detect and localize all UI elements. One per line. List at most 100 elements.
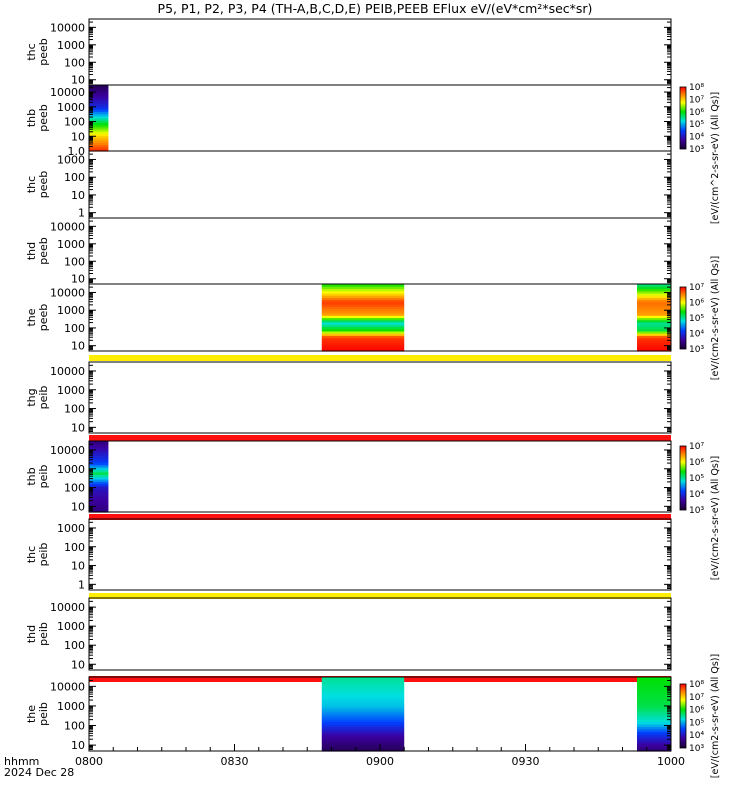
y-tick-label: 10 [71, 500, 85, 513]
spectrogram-cell [637, 738, 671, 742]
spectrogram-cell [321, 324, 405, 327]
spectrogram-cell [637, 346, 671, 350]
colorbar-scale [679, 86, 687, 150]
spectrogram-cell [321, 738, 405, 742]
spectrogram-cell [321, 718, 405, 722]
y-tick-label: 10000 [50, 220, 85, 233]
spectrogram-cell [637, 306, 671, 310]
colorbar-scale [679, 286, 687, 350]
spectrogram-cell [321, 330, 405, 334]
y-tick-label: 1000 [57, 620, 85, 633]
spectrogram-cell [321, 308, 405, 312]
spectrogram-cell [321, 746, 405, 750]
spectrogram-cell [637, 689, 671, 693]
spectrogram-cell [637, 290, 671, 294]
spectrogram-cell [89, 100, 109, 104]
spectrogram-cell [89, 118, 109, 121]
spectrogram-cell [321, 286, 405, 289]
spectrogram-cell [89, 474, 109, 478]
x-tick-label: 0800 [75, 755, 103, 768]
panel-instrument-label: peeb [37, 104, 50, 132]
spectrogram-cell [89, 98, 109, 101]
colorbar-label: [eV/(cm^2-s-sr-eV) (All Qs)] [710, 92, 721, 224]
colorbar-scale [679, 683, 687, 749]
colorbar-tick-label: 10⁷ [689, 283, 704, 293]
colorbar-label: [eV/(cm2-s-sr-eV) (All Qs)] [710, 456, 721, 580]
colorbar-tick-label: 10⁵ [689, 314, 704, 324]
quality-flag-bar [89, 355, 671, 361]
spectrogram-cell [321, 679, 405, 683]
spectrogram-block [637, 284, 671, 352]
y-tick-label: 10000 [50, 286, 85, 299]
spectrogram-cell [89, 481, 109, 485]
y-tick-label: 1000 [57, 522, 85, 535]
spectrogram-cell [321, 696, 405, 700]
panel-instrument-label: peeb [37, 38, 50, 66]
spectrogram-cell [89, 135, 109, 139]
spectrogram-cell [637, 743, 671, 747]
spectrogram-cell [321, 723, 405, 727]
spectrogram-cell [89, 109, 109, 112]
spectrogram-cell [89, 441, 109, 444]
panel-frame [88, 217, 672, 285]
spectrogram-cell [89, 507, 109, 511]
spectrogram-cell [89, 133, 109, 137]
panel-probe-label: thc [25, 176, 38, 193]
spectrogram-cell [89, 142, 109, 145]
spectrogram-cell [321, 333, 405, 336]
spectrogram-cell [637, 691, 671, 695]
spectrogram-cell [321, 743, 405, 747]
colorbar-tick-label: 10⁷ [689, 95, 704, 105]
spectrogram-cell [637, 344, 671, 348]
spectrogram-cell [637, 348, 671, 352]
spectrogram-cell [89, 478, 109, 482]
spectrogram-cell [321, 310, 405, 314]
y-tick-label: 10 [71, 130, 85, 143]
spectrogram-cell [89, 488, 109, 492]
y-tick-label: 10000 [50, 444, 85, 457]
spectrogram-cell [637, 315, 671, 319]
spectrogram-cell [637, 304, 671, 307]
quality-flag-bar [89, 593, 671, 599]
spectrogram-cell [89, 504, 109, 508]
panel-thc-peeb: 10 100 1000 10000 thc peeb [25, 18, 672, 87]
spectrogram-cell [321, 733, 405, 737]
panel-instrument-label: peeb [37, 237, 50, 265]
x-axis: 0800 0830 0900 0930 1000 [75, 744, 685, 768]
spectrogram-cell [321, 344, 405, 348]
spectrogram-cell [637, 295, 671, 298]
spectrogram-cell [321, 339, 405, 343]
spectrogram-cell [89, 448, 109, 452]
x-axis-label: hhmm [4, 755, 39, 768]
spectrogram-block [321, 284, 405, 352]
panel-instrument-label: peib [37, 386, 50, 410]
y-tick-label: 100 [64, 171, 85, 184]
spectrogram-cell [637, 308, 671, 312]
panel-instrument-label: peib [37, 543, 50, 567]
spectrogram-cell [637, 723, 671, 727]
spectrogram-cell [321, 711, 405, 715]
panel-frame [88, 150, 672, 219]
y-tick-label: 10 [71, 560, 85, 573]
spectrogram-cell [321, 322, 405, 325]
panel-frame [88, 518, 672, 591]
spectrogram-cell [637, 716, 671, 720]
y-tick-label: 1000 [57, 304, 85, 317]
panel-the-peib: 10 100 1000 10000 the peib [25, 676, 672, 752]
colorbar-tick-label: 10⁵ [689, 718, 704, 728]
spectrogram-cell [89, 502, 109, 506]
spectrogram-cell [89, 467, 109, 470]
spectrogram-cell [321, 342, 405, 345]
spectrogram-cell [321, 748, 405, 752]
colorbar: 10³ 10⁴ 10⁵ 10⁶ 10⁷ [eV/(cm2-s-sr-eV) (All Qs… [679, 256, 721, 380]
colorbar-tick-label: 10⁴ [689, 133, 704, 143]
colorbar-tick-label: 10³ [689, 345, 704, 355]
spectrogram-cell [321, 689, 405, 693]
colorbar: 10³ 10⁴ 10⁵ 10⁶ 10⁷ 10⁸ [eV/(cm2-s-sr-eV) (All… [679, 654, 721, 778]
spectrogram-cell [321, 306, 405, 310]
spectrogram-cell [89, 476, 109, 480]
colorbar-tick-label: 10⁴ [689, 330, 704, 340]
y-tick-label: 10 [71, 189, 85, 202]
spectrogram-cell [637, 292, 671, 296]
spectrogram-cell [89, 93, 109, 97]
